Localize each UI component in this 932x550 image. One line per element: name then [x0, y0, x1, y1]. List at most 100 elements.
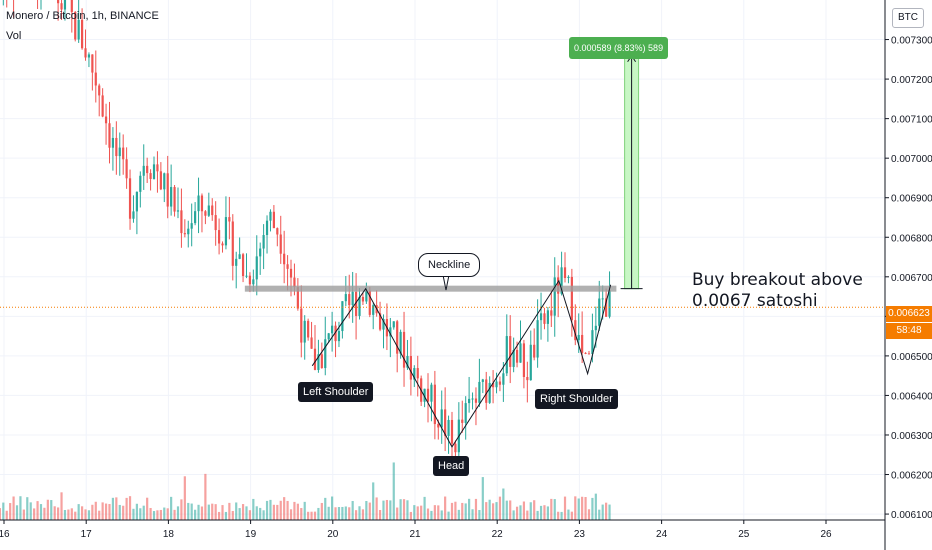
volume-bar	[303, 501, 306, 520]
volume-bar	[190, 503, 193, 520]
time-tick-label: 19	[245, 529, 257, 540]
volume-bar	[430, 510, 433, 520]
volume-bar	[307, 511, 310, 520]
candle-body	[450, 419, 454, 444]
candle-body	[567, 276, 570, 278]
volume-bar	[574, 496, 577, 520]
candle-body	[132, 211, 135, 219]
candle-body	[464, 403, 467, 423]
currency-badge[interactable]: BTC	[892, 8, 924, 28]
time-tick-label: 18	[163, 529, 175, 540]
volume-bar	[331, 496, 334, 520]
candle-body	[591, 330, 594, 355]
volume-bar	[416, 506, 419, 520]
candle-body	[337, 331, 341, 342]
volume-bar	[577, 498, 580, 520]
candle-body	[289, 268, 293, 278]
volume-bar	[587, 509, 591, 520]
candle-body	[207, 205, 210, 216]
candle-body	[557, 277, 560, 294]
candle-body	[481, 379, 484, 382]
candle-body	[437, 424, 440, 428]
volume-bar	[560, 511, 563, 520]
volume-bar	[166, 508, 169, 520]
volume-bar	[440, 510, 443, 520]
candle-body	[142, 165, 145, 176]
volume-bar	[173, 509, 176, 520]
time-tick-label: 20	[327, 529, 339, 540]
candle-body	[211, 205, 214, 216]
volume-bar	[402, 499, 406, 520]
candle-body	[293, 277, 296, 288]
volume-bar	[509, 500, 512, 520]
candle-body	[190, 223, 193, 229]
volume-bar	[378, 510, 382, 520]
candle-body	[399, 331, 402, 354]
volume-bar	[9, 503, 12, 520]
volume-bar	[543, 505, 546, 520]
candle-body	[581, 334, 584, 353]
volume-bar	[498, 496, 502, 520]
candle-body	[485, 379, 488, 403]
volume-bar	[539, 505, 543, 520]
volume-bar	[98, 510, 101, 520]
candle-body	[231, 221, 234, 266]
candle-body	[122, 147, 125, 160]
trade-note: Buy breakout above 0.0067 satoshi	[692, 270, 863, 312]
candle-body	[194, 211, 197, 224]
candle-body	[139, 175, 142, 192]
volume-bar	[146, 497, 149, 520]
candle-body	[327, 333, 330, 340]
candle-body	[354, 291, 358, 316]
candle-body	[221, 243, 224, 246]
volume-bar	[488, 499, 491, 520]
volume-bar	[327, 506, 330, 520]
volume-bar	[118, 504, 121, 520]
candle-body	[108, 123, 111, 148]
candle-body	[74, 11, 77, 40]
volume-bar	[426, 508, 430, 520]
volume-bar	[348, 507, 351, 520]
volume-bar	[241, 504, 245, 520]
candle-body	[444, 409, 447, 436]
price-tick-label: 0.007000	[891, 154, 932, 165]
volume-bar	[474, 498, 478, 520]
time-tick-label: 22	[492, 529, 504, 540]
volume-bar	[361, 509, 365, 520]
volume-bar	[262, 510, 265, 520]
candle-body	[563, 267, 567, 278]
candle-body	[283, 253, 286, 265]
candle-body	[80, 19, 84, 49]
candle-body	[440, 409, 443, 428]
candle-body	[495, 381, 498, 388]
candle-body	[262, 235, 265, 249]
candle-body	[91, 54, 94, 73]
price-tick-label: 0.006800	[891, 233, 932, 244]
volume-bar	[63, 509, 67, 520]
price-tick-label: 0.006200	[891, 471, 932, 482]
candle-body	[170, 187, 173, 207]
volume-bar	[522, 501, 526, 520]
volume-bar	[433, 505, 436, 520]
volume-bar	[406, 500, 409, 520]
volume-bar	[214, 504, 217, 520]
volume-bar	[468, 498, 471, 520]
volume-bar	[409, 511, 412, 520]
candle-body	[197, 195, 200, 212]
candle-body	[84, 48, 87, 58]
candle-body	[402, 331, 406, 368]
volume-bar	[341, 506, 344, 520]
volume-bar	[505, 500, 508, 520]
candle-body	[426, 388, 430, 402]
volume-bar	[570, 511, 573, 520]
volume-bar	[337, 507, 341, 520]
volume-bar	[67, 509, 70, 520]
candle-body	[310, 337, 313, 349]
volume-bar	[324, 497, 327, 520]
volume-bar	[536, 510, 539, 520]
volume-bar	[2, 502, 5, 520]
volume-indicator-label[interactable]: Vol	[6, 30, 22, 42]
candle-body	[183, 233, 186, 235]
candle-body	[474, 398, 478, 403]
candle-body	[279, 234, 282, 254]
